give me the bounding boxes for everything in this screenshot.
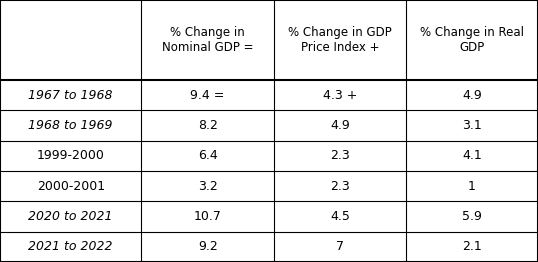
Text: 4.9: 4.9 [330,119,350,132]
Text: % Change in
Nominal GDP =: % Change in Nominal GDP = [162,26,253,54]
Text: 5.9: 5.9 [462,210,482,223]
Text: 1999-2000: 1999-2000 [37,149,105,162]
Text: 7: 7 [336,240,344,253]
Text: % Change in GDP
Price Index +: % Change in GDP Price Index + [288,26,392,54]
Text: 9.2: 9.2 [198,240,217,253]
Text: 9.4 =: 9.4 = [190,89,225,102]
Text: 1: 1 [468,180,476,193]
Text: 2000-2001: 2000-2001 [37,180,105,193]
Text: 1968 to 1969: 1968 to 1969 [29,119,113,132]
Text: 2020 to 2021: 2020 to 2021 [29,210,113,223]
Text: 2.3: 2.3 [330,180,350,193]
Text: 3.1: 3.1 [462,119,482,132]
Text: 10.7: 10.7 [194,210,222,223]
Text: % Change in Real
GDP: % Change in Real GDP [420,26,524,54]
Text: 4.5: 4.5 [330,210,350,223]
Text: 1967 to 1968: 1967 to 1968 [29,89,113,102]
Text: 8.2: 8.2 [198,119,217,132]
Text: 3.2: 3.2 [198,180,217,193]
Text: 4.1: 4.1 [462,149,482,162]
Text: 2021 to 2022: 2021 to 2022 [29,240,113,253]
Text: 2.3: 2.3 [330,149,350,162]
Text: 4.9: 4.9 [462,89,482,102]
Text: 2.1: 2.1 [462,240,482,253]
Text: 4.3 +: 4.3 + [323,89,357,102]
Text: 6.4: 6.4 [198,149,217,162]
